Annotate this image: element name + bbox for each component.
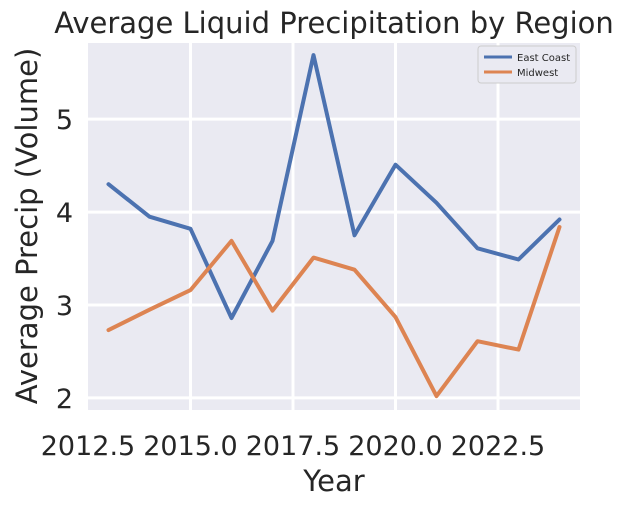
legend-box [477, 45, 577, 84]
x-axis-label: Year [302, 464, 364, 498]
y-tick-label: 2 [56, 384, 73, 415]
x-tick-label: 2012.5 [41, 431, 135, 462]
legend-label-midwest: Midwest [517, 68, 558, 79]
series-line-midwest [106, 225, 562, 399]
x-tick-label: 2020.0 [348, 431, 442, 462]
x-tick-label: 2017.5 [246, 431, 340, 462]
x-tick-label: 2022.5 [451, 431, 545, 462]
x-tick-labels: 2012.5 2015.0 2017.5 2020.0 2022.5 [41, 431, 545, 462]
plot-area [88, 43, 580, 410]
series-lines [106, 53, 562, 399]
y-tick-labels: 2 3 4 5 [56, 105, 73, 415]
y-axis-label: Average Precip (Volume) [10, 48, 44, 405]
x-tick-label: 2015.0 [143, 431, 237, 462]
grid [88, 43, 580, 410]
y-tick-label: 5 [56, 105, 73, 136]
series-line-east-coast [106, 53, 562, 320]
chart-title: Average Liquid Precipitation by Region [54, 6, 614, 40]
legend: East Coast Midwest [477, 45, 577, 84]
y-tick-label: 3 [56, 291, 73, 322]
legend-label-east-coast: East Coast [517, 53, 570, 64]
y-tick-label: 4 [56, 198, 73, 229]
